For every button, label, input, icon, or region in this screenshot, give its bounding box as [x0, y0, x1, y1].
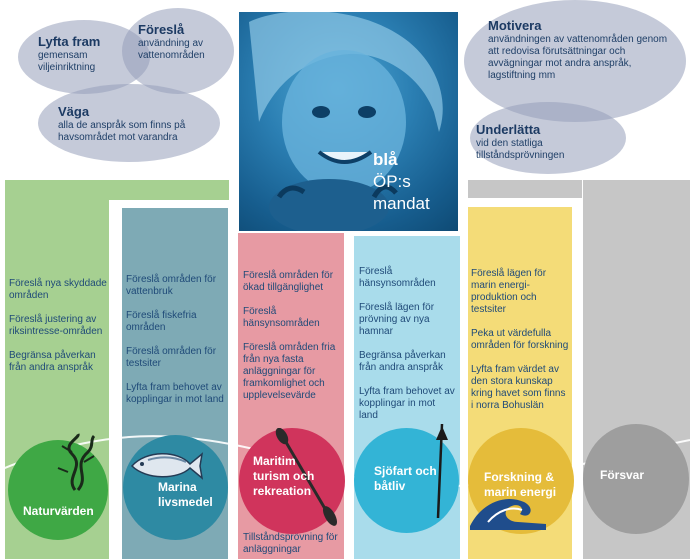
sjofart-label: Sjöfart och båtliv	[374, 464, 437, 493]
turism-list: Föreslå områden för ökad tillgänglighet …	[243, 270, 341, 414]
child-illustration	[249, 12, 443, 231]
vaga-ellipse	[38, 84, 220, 162]
marina-list: Föreslå områden för vattenbruk Föreslå f…	[126, 274, 224, 418]
forskning-item-1: Föreslå lägen för marin energi-produktio…	[471, 268, 547, 315]
marina-label: Marina livsmedel	[158, 480, 228, 510]
turism-item-3: Föreslå områden fria från nya fasta anlä…	[243, 342, 336, 401]
naturvarden-band-top	[109, 180, 229, 200]
foresla-text: Föreslå användning av vattenområden	[138, 22, 228, 62]
turism-item-2: Föreslå hänsynsområden	[243, 306, 320, 329]
lyfta-title: Lyfta fram	[38, 34, 101, 49]
marina-item-1: Föreslå områden för vattenbruk	[126, 274, 217, 297]
paddle-icon	[275, 428, 337, 526]
forskning-band-top	[468, 180, 582, 198]
wave-icon	[470, 499, 546, 530]
forskning-label: Forskning & marin energi	[484, 470, 557, 499]
underlatta-title: Underlätta	[476, 122, 541, 137]
foresla-title: Föreslå	[138, 22, 185, 37]
marina-label-text: Marina livsmedel	[158, 480, 213, 509]
naturvarden-item-1: Föreslå nya skyddade områden	[9, 278, 107, 301]
sjofart-item-2: Föreslå lägen för prövning av nya hamnar	[359, 302, 435, 337]
foresla-ellipse	[122, 8, 234, 94]
naturvarden-item-3: Begränsa påverkan från andra anspråk	[9, 350, 96, 373]
forskning-list: Föreslå lägen för marin energi-produktio…	[471, 268, 569, 424]
underlatta-desc: vid den statliga tillståndsprövningen	[476, 138, 565, 161]
marina-item-2: Föreslå fiskefria områden	[126, 310, 197, 333]
turism-label: Maritim turism och rekreation	[253, 454, 315, 498]
photo-line-1: blå	[373, 150, 398, 169]
turism-item-4-box: Tillståndsprövning för anläggningar	[243, 532, 341, 556]
vaga-text: Väga alla de anspråk som finns på havsom…	[58, 104, 218, 144]
turism-item-4: Tillståndsprövning för anläggningar	[243, 532, 338, 555]
forsvar-circle	[583, 424, 689, 534]
forsvar-label: Försvar	[600, 468, 645, 482]
motivera-desc: användningen av vattenområden genom att …	[488, 34, 668, 81]
sjofart-list: Föreslå hänsynsområden Föreslå lägen för…	[359, 266, 455, 434]
sjofart-item-3: Begränsa påverkan från andra anspråk	[359, 350, 446, 373]
foresla-desc: användning av vattenområden	[138, 38, 205, 61]
sjofart-item-1: Föreslå hänsynsområden	[359, 266, 436, 289]
motivera-title: Motivera	[488, 18, 542, 33]
motivera-ellipse	[464, 0, 686, 122]
marina-item-3: Föreslå områden för testsiter	[126, 346, 217, 369]
photo-line-3: mandat	[373, 194, 430, 213]
naturvarden-list: Föreslå nya skyddade områden Föreslå jus…	[9, 278, 109, 386]
naturvarden-item-2: Föreslå justering av riksintresse-område…	[9, 314, 103, 337]
naturvarden-label: Naturvärden	[23, 504, 94, 518]
lyfta-text: Lyfta fram gemensam viljeinriktning	[38, 34, 133, 74]
vaga-title: Väga	[58, 104, 90, 119]
lyfta-desc: gemensam viljeinriktning	[38, 50, 96, 73]
seaweed-icon	[57, 433, 96, 491]
child-photo: blå ÖP:s mandat	[239, 12, 458, 231]
forskning-item-2: Peka ut värdefulla områden för forskning	[471, 328, 569, 351]
photo-line-2: ÖP:s	[373, 172, 411, 191]
underlatta-ellipse	[470, 102, 626, 174]
motivera-text: Motivera användningen av vattenområden g…	[488, 18, 670, 82]
underlatta-text: Underlätta vid den statliga tillståndspr…	[476, 122, 616, 162]
turism-item-1: Föreslå områden för ökad tillgänglighet	[243, 270, 334, 293]
forskning-item-3: Lyfta fram värdet av den stora kunskap k…	[471, 364, 566, 411]
marina-circle	[123, 435, 228, 540]
sjofart-item-4: Lyfta fram behovet av kopplingar in mot …	[359, 386, 455, 421]
mast-icon	[436, 423, 448, 519]
vaga-desc: alla de anspråk som finns på havsområdet…	[58, 120, 186, 143]
marina-item-4: Lyfta fram behovet av kopplingar in mot …	[126, 382, 224, 405]
fish-icon	[130, 452, 204, 480]
